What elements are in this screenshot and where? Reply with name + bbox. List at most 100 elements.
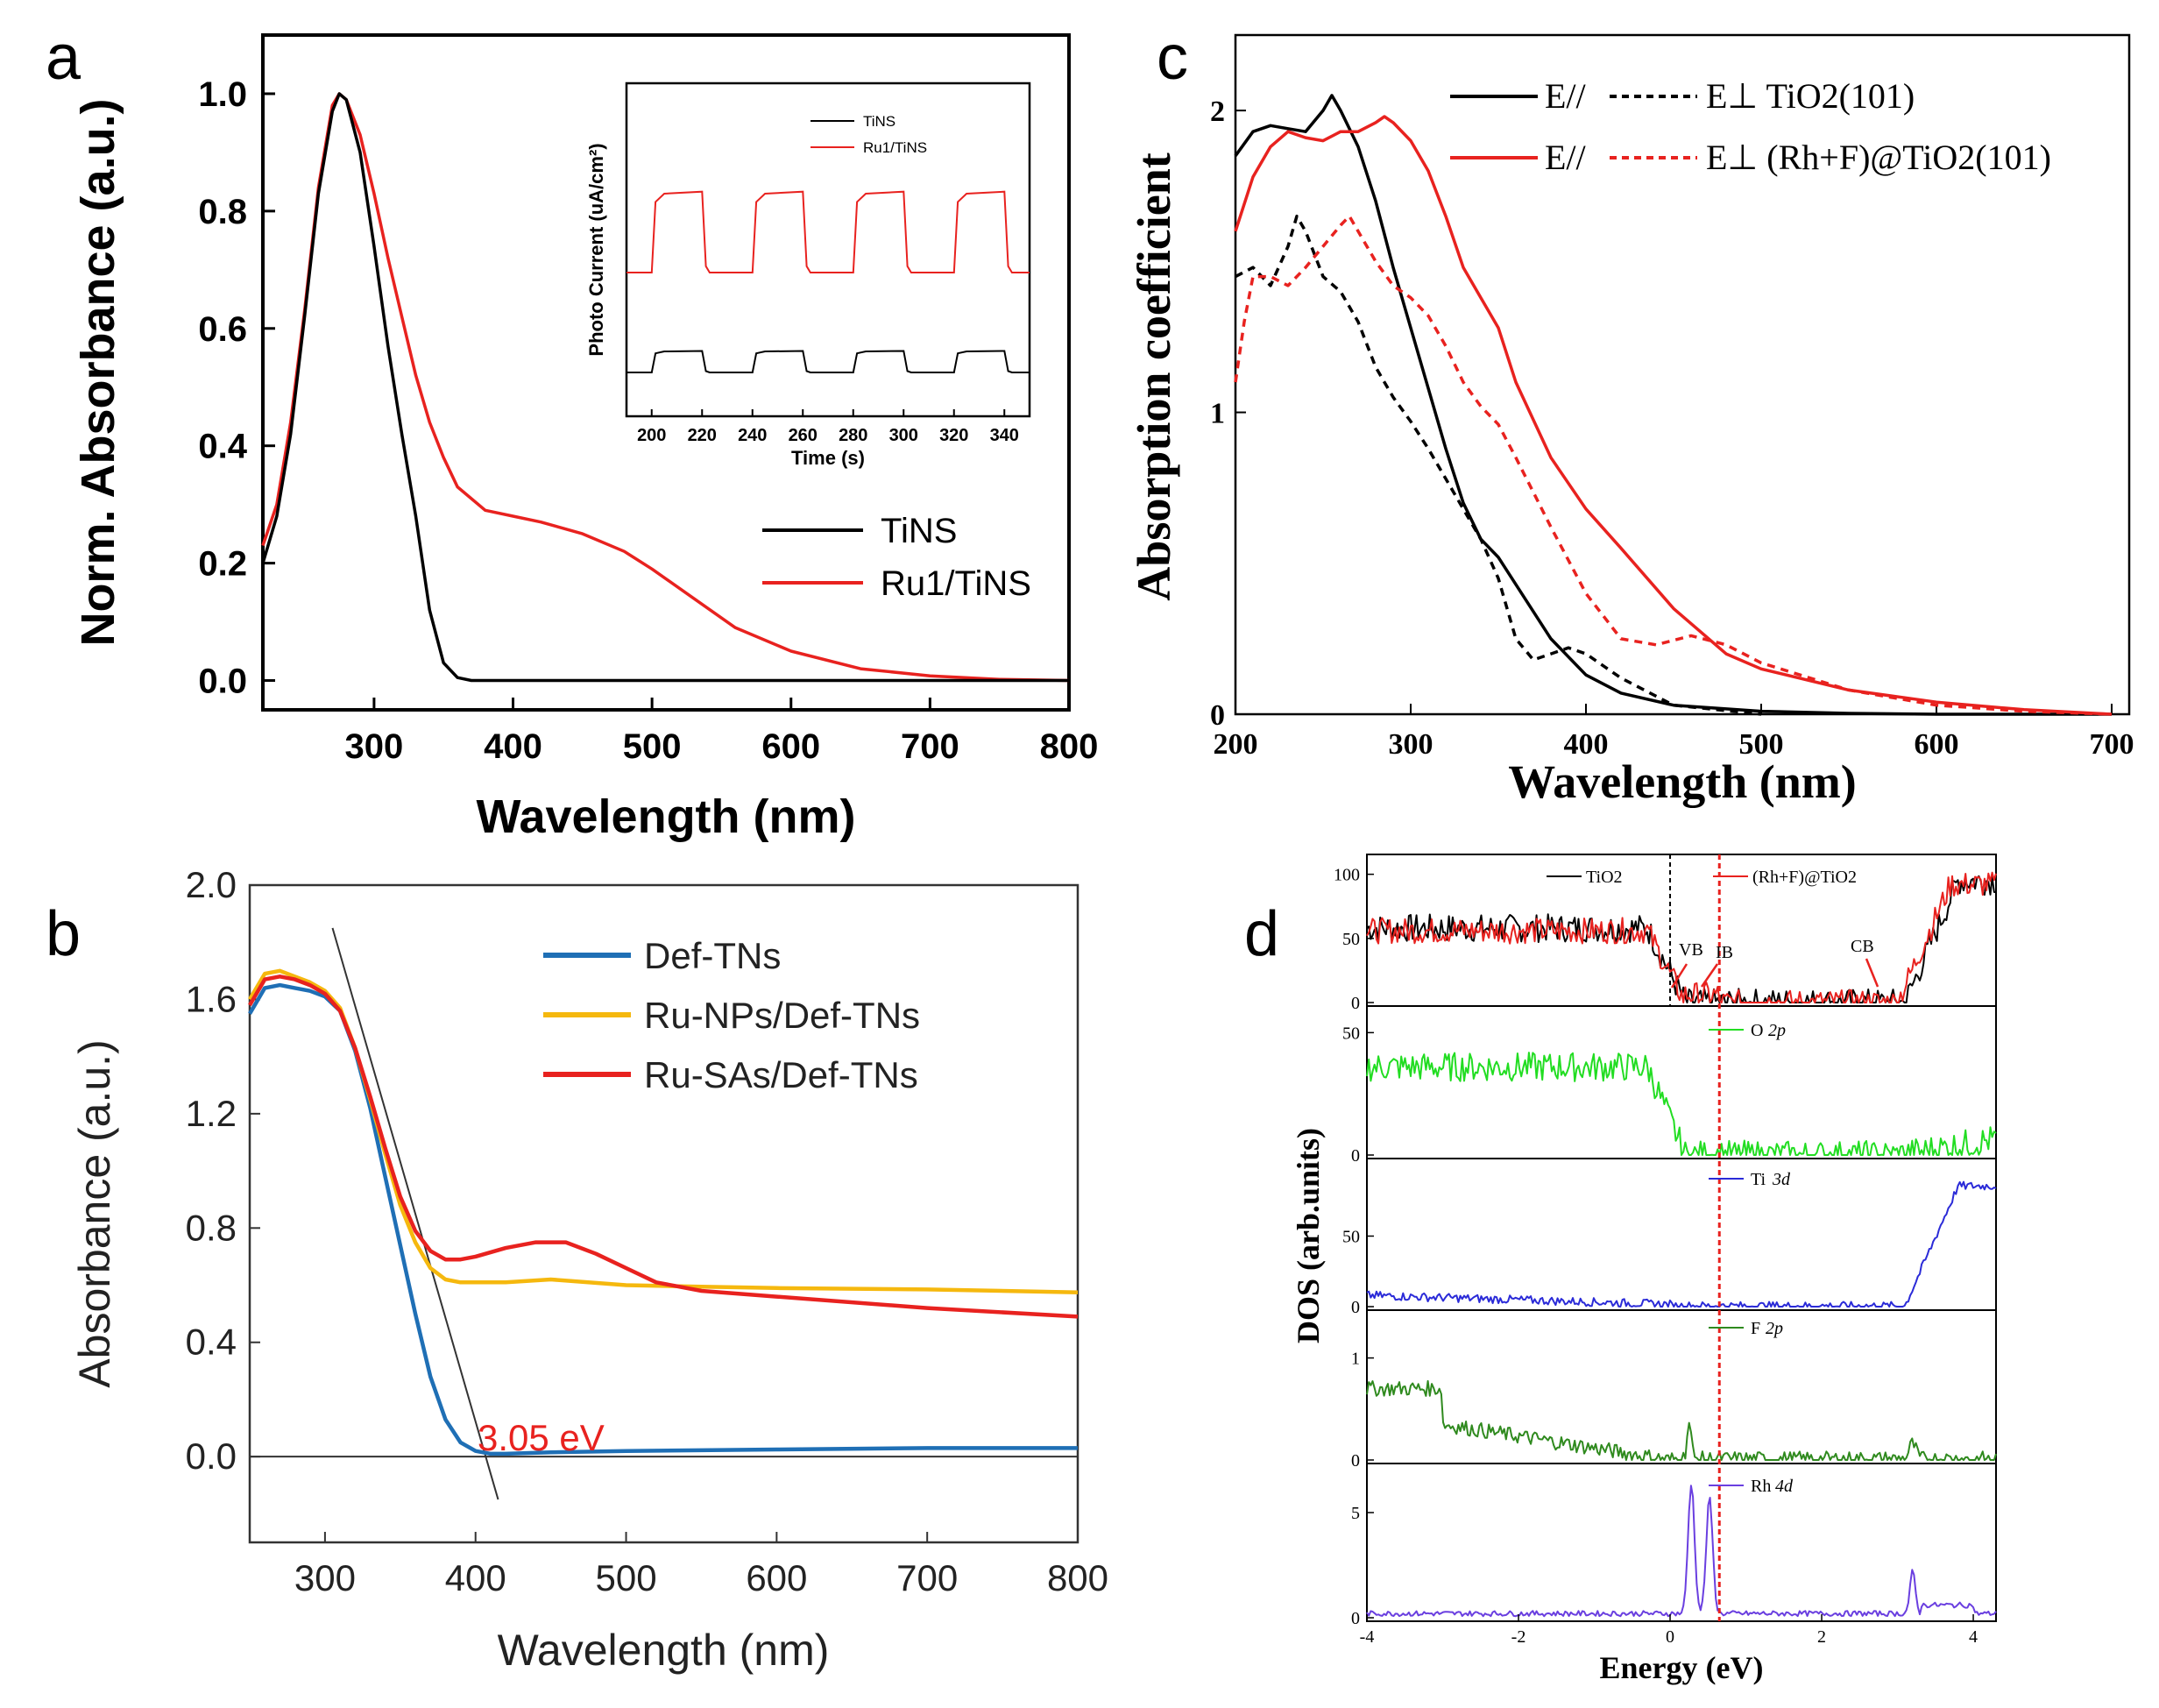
panel-a-inset-xtick-label: 280: [839, 426, 867, 445]
panel-b-xlabel: Wavelength (nm): [498, 1626, 830, 1675]
panel-c-xtick-label: 400: [1564, 728, 1609, 761]
panel-d-ytick-label: 0: [1351, 1146, 1360, 1166]
panel-d-chart: 0 50 100 0 50 0 50 0 1 0 5 -4 -2 0 2 4 Energy (eV) DOS …: [1291, 854, 1997, 1685]
panel-d-ytick-label: 0: [1351, 1298, 1360, 1317]
panel-a-series-tins: [261, 92, 1069, 683]
panel-a-xtick-label: 500: [623, 727, 682, 766]
panel-a-legend-ru: Ru1/TiNS: [881, 564, 1031, 603]
panel-d-legend-f-prefix: F: [1751, 1319, 1760, 1338]
panel-d-arrow-ib: [1700, 963, 1719, 988]
panel-d-legend-o-prefix: O: [1751, 1021, 1763, 1040]
panel-c-ytick-label: 2: [1210, 96, 1225, 128]
panel-a-inset-xtick-label: 240: [738, 426, 767, 445]
panel-c-ytick-label: 1: [1210, 398, 1225, 430]
panel-b-series-ru-sas-def-tns: [248, 974, 1079, 1319]
panel-d-xtick-label: 4: [1969, 1627, 1978, 1647]
panel-c-xtick-label: 600: [1915, 728, 1959, 761]
panel-a-chart: 300 400 500 600 700 800 0.0 0.2 0.4 0.6 0.8 1.0 Wav…: [72, 33, 1099, 843]
panel-d-ytick-label: 0: [1351, 1451, 1360, 1471]
panel-a-inset-series-tins: [626, 350, 1030, 373]
panel-a-inset-xtick-label: 260: [789, 426, 818, 445]
panel-b-xtick-label: 400: [445, 1557, 506, 1598]
panel-d-series-o-2p-o2p: [1366, 1052, 1997, 1156]
panel-d-series-f-2p-f2p: [1366, 1379, 1997, 1461]
panel-d-ylabel: DOS (arb.units): [1291, 1128, 1326, 1343]
panel-b-xtick-label: 500: [596, 1557, 657, 1598]
panel-a-inset-xtick-label: 340: [990, 426, 1019, 445]
panel-letter-d: d: [1244, 899, 1279, 969]
panel-a-legend-tins: TiNS: [881, 512, 957, 550]
panel-d-annotation-ib: IB: [1716, 943, 1733, 962]
panel-a-xtick-label: 300: [345, 727, 404, 766]
panel-d-ytick-label: 50: [1342, 930, 1360, 949]
panel-a-ytick-label: 0.0: [198, 663, 247, 701]
panel-c-series-e-tio2-101-: [1235, 214, 1762, 716]
panel-b-series-def-tns: [248, 982, 1078, 1456]
panel-d-frame: [1366, 854, 1997, 1622]
panel-b-series-ru-nps-def-tns: [248, 968, 1079, 1294]
panel-b-legend-nps: Ru-NPs/Def-TNs: [644, 995, 920, 1036]
panel-b-ytick-label: 0.8: [186, 1207, 237, 1248]
panel-a-xtick-label: 700: [901, 727, 959, 766]
panel-d-arrow-vb: [1670, 963, 1688, 989]
panel-d-legend-rh-orbital: 4d: [1775, 1477, 1794, 1496]
panel-b-frame: [248, 883, 1080, 1544]
panel-a-ytick-label: 0.6: [198, 310, 247, 349]
panel-c-xlabel: Wavelength (nm): [1508, 755, 1857, 808]
panel-c-xtick-label: 300: [1389, 728, 1433, 761]
panel-b-xtick-label: 600: [746, 1557, 807, 1598]
panel-d-legend-rh-prefix: Rh: [1751, 1477, 1771, 1496]
panel-d-series-total-rhf: [1366, 871, 1997, 1003]
panel-b-tangent-line: [331, 927, 499, 1500]
panel-c-legend-4: E⊥ (Rh+F)@TiO2(101): [1706, 138, 2051, 177]
panel-b-annotation-bandgap: 3.05 eV: [478, 1417, 605, 1458]
panel-b-xtick-label: 700: [896, 1557, 958, 1598]
panel-d-ytick-label: 50: [1342, 1024, 1360, 1043]
panel-d-xlabel: Energy (eV): [1600, 1650, 1764, 1685]
panel-d-arrow-cb: [1865, 958, 1879, 988]
panel-d-legend-f-orbital: 2p: [1766, 1319, 1783, 1338]
panel-d-ytick-label: 50: [1342, 1228, 1360, 1247]
panel-a-inset-series-ru1-tins: [626, 190, 1030, 273]
panel-a-ytick-label: 1.0: [198, 75, 247, 114]
panel-c-chart: 200 300 400 500 600 700 0 1 2 Wavelength (nm) Ab…: [1128, 33, 2134, 808]
panel-d-legend-ti-prefix: Ti: [1751, 1170, 1766, 1189]
panel-a-inset-ylabel: Photo Current (uA/cm²): [585, 143, 607, 356]
panel-d-xtick-label: -4: [1360, 1627, 1375, 1647]
panel-c-xtick-label: 700: [2090, 728, 2134, 761]
panel-d-series-total-tio2: [1366, 875, 1997, 1003]
panel-d-legend-rhf: (Rh+F)@TiO2: [1752, 868, 1857, 887]
panel-d-annotation-cb: CB: [1851, 937, 1874, 956]
panel-a-inset-legend-tins: TiNS: [863, 113, 895, 130]
panel-a-inset-xlabel: Time (s): [791, 447, 865, 469]
panel-a-xlabel: Wavelength (nm): [476, 790, 855, 843]
panel-a-ytick-label: 0.2: [198, 545, 247, 584]
panel-b-ytick-label: 0.0: [186, 1435, 237, 1477]
panel-a-xtick-label: 400: [484, 727, 542, 766]
panel-a-ytick-label: 0.8: [198, 193, 247, 231]
panel-c-ylabel: Absorption coefficient: [1128, 152, 1180, 600]
panel-letter-b: b: [46, 899, 81, 969]
panel-d-annotation-vb: VB: [1679, 940, 1703, 960]
panel-c-xtick-label: 500: [1739, 728, 1784, 761]
panel-d-ytick-label: 0: [1351, 1609, 1360, 1628]
panel-c-ytick-label: 0: [1210, 699, 1225, 732]
panel-b-ytick-label: 1.6: [186, 978, 237, 1019]
panel-d-series-rh-4d-rh4d: [1366, 1485, 1997, 1618]
panel-b-ytick-label: 1.2: [186, 1093, 237, 1134]
panel-b-legend-sas: Ru-SAs/Def-TNs: [644, 1054, 918, 1095]
panel-d-xtick-label: -2: [1511, 1627, 1526, 1647]
panel-b-xtick-label: 800: [1047, 1557, 1108, 1598]
panel-d-legend-tio2: TiO2: [1586, 868, 1623, 887]
panel-c-legend-1: E//: [1545, 76, 1587, 116]
panel-d-ytick-label: 0: [1351, 994, 1360, 1013]
panel-b-ylabel: Absorbance (a.u.): [70, 1039, 119, 1387]
panel-a-ylabel: Norm. Absorbance (a.u.): [72, 98, 124, 646]
panel-a-xtick-label: 800: [1040, 727, 1099, 766]
panel-d-legend-o-orbital: 2p: [1768, 1021, 1786, 1040]
panel-b-ytick-label: 0.4: [186, 1322, 237, 1363]
panel-d-legend-ti-orbital: 3d: [1772, 1170, 1791, 1189]
panel-c-series-e-rh-f-tio2-101-: [1234, 115, 2113, 716]
panel-d-ytick-label: 1: [1351, 1350, 1360, 1369]
panel-a-frame: [261, 33, 1071, 712]
